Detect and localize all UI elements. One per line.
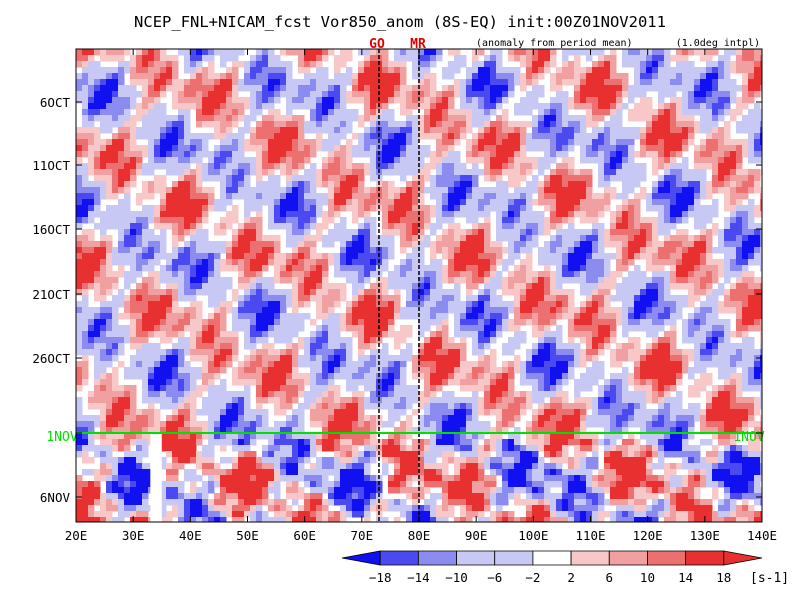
x-tick-label: 30E bbox=[122, 528, 145, 543]
forecast-start-label-right: 1NOV bbox=[733, 430, 764, 445]
x-tick-label: 40E bbox=[179, 528, 202, 543]
chart-title: NCEP_FNL+NICAM_fcst Vor850_anom (8S-EQ) … bbox=[134, 13, 666, 31]
colorbar-swatch bbox=[724, 551, 762, 565]
y-tick-label: 16OCT bbox=[32, 222, 70, 237]
colorbar-swatch bbox=[571, 551, 609, 565]
colorbar-swatch bbox=[418, 551, 456, 565]
x-tick-label: 70E bbox=[351, 528, 374, 543]
colorbar: −18 −14 −10 −6 −2 2 6 10 14 18 bbox=[342, 551, 762, 585]
annotation-interpolation: (1.0deg intpl) bbox=[676, 38, 760, 49]
x-tick-label: 20E bbox=[65, 528, 88, 543]
colorbar-tick-label: 6 bbox=[606, 570, 614, 585]
colorbar-swatch bbox=[609, 551, 647, 565]
x-tick-label: 60E bbox=[293, 528, 316, 543]
colorbar-tick-label: 10 bbox=[640, 570, 655, 585]
forecast-start-label: 1NOV bbox=[46, 430, 77, 445]
colorbar-tick-label: 14 bbox=[678, 570, 693, 585]
x-tick-label: 110E bbox=[575, 528, 605, 543]
colorbar-tick-label: 2 bbox=[567, 570, 575, 585]
colorbar-swatch bbox=[380, 551, 418, 565]
colorbar-swatch bbox=[457, 551, 495, 565]
colorbar-tick-label: −2 bbox=[525, 570, 540, 585]
y-tick-label: 21OCT bbox=[32, 287, 70, 302]
colorbar-swatch bbox=[686, 551, 724, 565]
x-tick-label: 140E bbox=[747, 528, 777, 543]
colorbar-tick-label: −6 bbox=[487, 570, 502, 585]
y-tick-label: 26OCT bbox=[32, 351, 70, 366]
x-tick-label: 80E bbox=[408, 528, 431, 543]
colorbar-units: [s-1] bbox=[750, 571, 789, 586]
x-tick-label: 120E bbox=[633, 528, 663, 543]
colorbar-tick-label: −10 bbox=[445, 570, 468, 585]
colorbar-tick-label: −14 bbox=[407, 570, 430, 585]
x-tick-label: 130E bbox=[690, 528, 720, 543]
y-tick-label: 11OCT bbox=[32, 158, 70, 173]
missing-data-band bbox=[150, 433, 161, 522]
x-tick-label: 100E bbox=[518, 528, 548, 543]
vorticity-field bbox=[76, 49, 767, 524]
colorbar-tick-label: 18 bbox=[716, 570, 731, 585]
colorbar-swatch bbox=[495, 551, 533, 565]
colorbar-tick-label: −18 bbox=[369, 570, 392, 585]
x-tick-label: 90E bbox=[465, 528, 488, 543]
colorbar-swatch bbox=[647, 551, 685, 565]
colorbar-swatch bbox=[342, 551, 380, 565]
colorbar-swatch bbox=[533, 551, 571, 565]
annotation-period-mean: (anomaly from period mean) bbox=[476, 38, 633, 49]
x-tick-label: 50E bbox=[236, 528, 259, 543]
y-tick-label: 6OCT bbox=[40, 95, 71, 110]
y-tick-label: 6NOV bbox=[40, 490, 71, 505]
